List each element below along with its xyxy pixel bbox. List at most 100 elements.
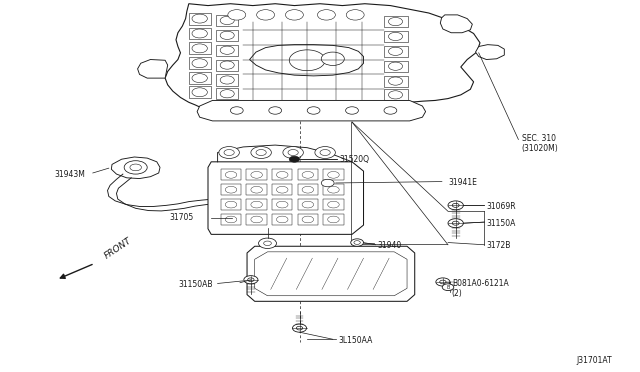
Circle shape: [328, 171, 339, 178]
Polygon shape: [298, 199, 318, 210]
Circle shape: [225, 201, 237, 208]
Polygon shape: [189, 13, 211, 25]
Text: 31150AB: 31150AB: [178, 280, 212, 289]
Polygon shape: [384, 16, 408, 27]
Circle shape: [192, 14, 207, 23]
Circle shape: [328, 201, 339, 208]
Circle shape: [251, 186, 262, 193]
Circle shape: [448, 219, 463, 228]
Circle shape: [225, 171, 237, 178]
Circle shape: [388, 77, 403, 85]
Circle shape: [388, 62, 403, 70]
Polygon shape: [246, 184, 267, 195]
Text: 31069R: 31069R: [486, 202, 516, 211]
Polygon shape: [323, 184, 344, 195]
Circle shape: [384, 107, 397, 114]
Text: 31705: 31705: [170, 213, 194, 222]
Circle shape: [317, 10, 335, 20]
Text: 3172B: 3172B: [486, 241, 511, 250]
Polygon shape: [216, 15, 238, 26]
Circle shape: [256, 150, 266, 155]
Polygon shape: [189, 72, 211, 84]
Circle shape: [321, 179, 334, 187]
Circle shape: [220, 46, 234, 54]
Polygon shape: [250, 45, 364, 76]
Circle shape: [292, 324, 307, 332]
Circle shape: [276, 216, 288, 223]
Circle shape: [251, 201, 262, 208]
Circle shape: [288, 150, 298, 155]
Circle shape: [130, 164, 141, 171]
Circle shape: [251, 216, 262, 223]
Polygon shape: [138, 60, 168, 78]
Circle shape: [228, 10, 246, 20]
Circle shape: [328, 186, 339, 193]
Circle shape: [225, 216, 237, 223]
Circle shape: [251, 171, 262, 178]
Circle shape: [448, 201, 463, 210]
Circle shape: [302, 201, 314, 208]
Text: 31941E: 31941E: [448, 178, 477, 187]
Polygon shape: [384, 61, 408, 72]
Polygon shape: [111, 157, 160, 179]
Polygon shape: [272, 199, 292, 210]
Polygon shape: [246, 214, 267, 225]
Circle shape: [296, 326, 303, 330]
Polygon shape: [323, 199, 344, 210]
Text: B081A0-6121A
(2): B081A0-6121A (2): [452, 279, 509, 298]
Circle shape: [354, 241, 360, 244]
Circle shape: [388, 91, 403, 99]
Polygon shape: [272, 184, 292, 195]
Circle shape: [251, 147, 271, 158]
Circle shape: [192, 29, 207, 38]
Circle shape: [283, 147, 303, 158]
Polygon shape: [189, 42, 211, 54]
Circle shape: [388, 32, 403, 41]
Circle shape: [302, 216, 314, 223]
Circle shape: [269, 107, 282, 114]
Polygon shape: [246, 169, 267, 180]
Polygon shape: [216, 60, 238, 71]
Circle shape: [220, 61, 234, 69]
Polygon shape: [189, 57, 211, 69]
Circle shape: [302, 186, 314, 193]
Circle shape: [328, 216, 339, 223]
Polygon shape: [221, 184, 241, 195]
Polygon shape: [440, 15, 472, 33]
Circle shape: [289, 50, 325, 71]
Circle shape: [452, 203, 459, 207]
Polygon shape: [221, 214, 241, 225]
Circle shape: [276, 186, 288, 193]
Polygon shape: [197, 100, 426, 121]
Text: 31940: 31940: [378, 241, 402, 250]
Polygon shape: [384, 76, 408, 87]
Circle shape: [351, 239, 364, 246]
Polygon shape: [216, 30, 238, 41]
Circle shape: [276, 201, 288, 208]
Circle shape: [436, 278, 450, 286]
Polygon shape: [216, 45, 238, 56]
Circle shape: [220, 31, 234, 39]
Polygon shape: [221, 169, 241, 180]
Polygon shape: [384, 31, 408, 42]
Circle shape: [225, 186, 237, 193]
Polygon shape: [384, 46, 408, 57]
Polygon shape: [247, 246, 415, 301]
Circle shape: [346, 107, 358, 114]
Polygon shape: [189, 28, 211, 39]
Circle shape: [244, 276, 258, 284]
Text: 31150A: 31150A: [486, 219, 516, 228]
Circle shape: [220, 90, 234, 98]
Polygon shape: [216, 88, 238, 99]
Polygon shape: [216, 74, 238, 86]
Polygon shape: [298, 169, 318, 180]
Circle shape: [442, 284, 454, 291]
Text: 3L150AA: 3L150AA: [338, 336, 372, 345]
Circle shape: [321, 52, 344, 65]
Circle shape: [220, 16, 234, 25]
Circle shape: [230, 107, 243, 114]
Polygon shape: [323, 214, 344, 225]
Circle shape: [388, 47, 403, 55]
Circle shape: [192, 88, 207, 97]
Polygon shape: [476, 45, 504, 60]
